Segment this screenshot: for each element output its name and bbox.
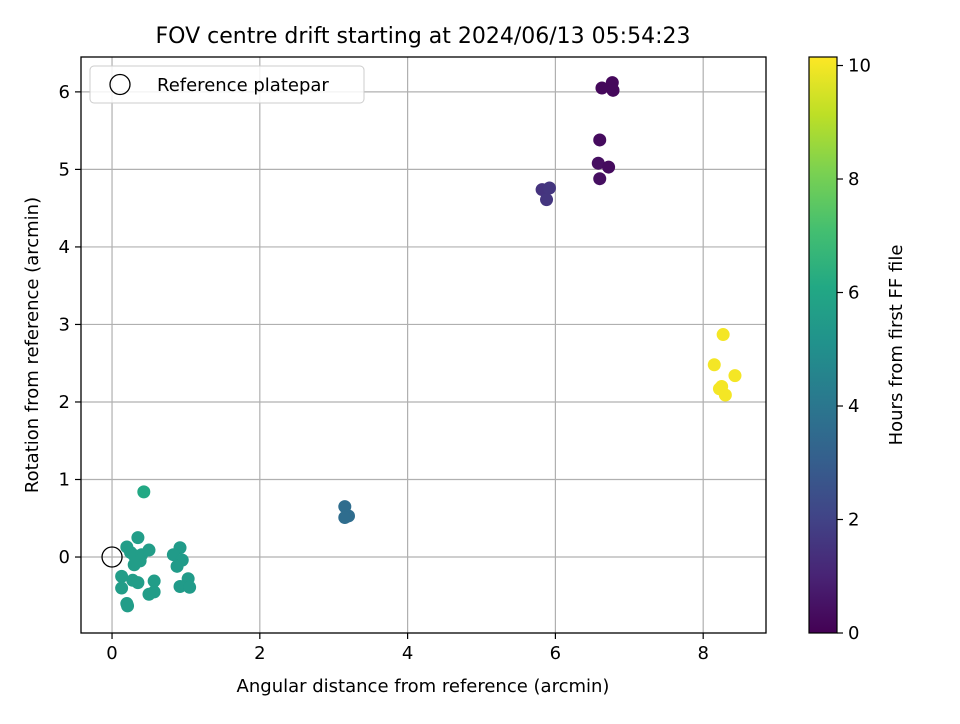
scatter-point xyxy=(707,358,721,372)
scatter-point xyxy=(595,81,609,95)
scatter-point xyxy=(137,485,151,499)
colorbar-gradient xyxy=(808,56,838,634)
ticks-layer: 0 2 4 6 8 0 1 2 3 4 5 6 xyxy=(59,82,709,664)
plot-frame xyxy=(80,56,767,634)
scatter-point xyxy=(591,156,605,170)
reference-platepar-marker xyxy=(101,546,123,568)
y-axis-label: Rotation from reference (arcmin) xyxy=(22,197,43,493)
scatter-point xyxy=(183,580,197,594)
scatter-point xyxy=(338,510,352,524)
colorbar-label: Hours from first FF file xyxy=(886,245,907,446)
colorbar-tick-label: 4 xyxy=(848,396,859,417)
legend: Reference platepar xyxy=(89,65,365,104)
scatter-point xyxy=(540,193,554,207)
colorbar-tick-label: 2 xyxy=(848,510,859,531)
legend-label-reference: Reference platepar xyxy=(157,75,329,96)
scatter-point xyxy=(115,569,129,583)
grid-layer xyxy=(81,57,766,633)
colorbar-tick-label: 8 xyxy=(848,169,859,190)
x-tick-label: 6 xyxy=(550,643,561,664)
scatter-point xyxy=(542,181,556,195)
scatter-point xyxy=(127,558,141,572)
scatter-point xyxy=(142,543,156,557)
scatter-point xyxy=(173,579,187,593)
scatter-point xyxy=(593,172,607,186)
y-tick-label: 5 xyxy=(59,159,70,180)
y-tick-label: 1 xyxy=(59,470,70,491)
y-tick-label: 4 xyxy=(59,237,70,258)
colorbar-tick-label: 10 xyxy=(848,56,871,77)
legend-box xyxy=(89,65,365,104)
scatter-point xyxy=(142,587,156,601)
x-tick-label: 2 xyxy=(254,643,265,664)
colorbar: 0 2 4 6 8 10 Hours from first FF file xyxy=(808,56,907,644)
scatter-point xyxy=(606,83,620,97)
colorbar-tick-label: 0 xyxy=(848,623,859,644)
points-layer xyxy=(115,76,742,613)
scatter-point xyxy=(147,574,161,588)
y-tick-label: 0 xyxy=(59,547,70,568)
scatter-point xyxy=(593,133,607,147)
x-tick-label: 0 xyxy=(106,643,117,664)
y-tick-label: 3 xyxy=(59,314,70,335)
legend-marker-reference xyxy=(109,73,131,96)
scatter-point xyxy=(170,559,184,573)
scatter-point xyxy=(115,581,129,595)
reference-layer xyxy=(101,546,123,568)
scatter-point xyxy=(131,531,145,545)
scatter-point xyxy=(131,576,145,590)
scatter-point xyxy=(728,369,742,383)
chart-title: FOV centre drift starting at 2024/06/13 … xyxy=(156,24,691,49)
colorbar-tick-label: 6 xyxy=(848,283,859,304)
y-tick-label: 2 xyxy=(59,392,70,413)
scatter-point xyxy=(718,388,732,402)
scatter-point xyxy=(602,160,616,174)
scatter-point xyxy=(121,599,135,613)
scatter-point xyxy=(716,328,730,342)
colorbar-ticks: 0 2 4 6 8 10 xyxy=(837,56,871,644)
x-tick-label: 8 xyxy=(697,643,708,664)
x-tick-label: 4 xyxy=(402,643,413,664)
x-axis-label: Angular distance from reference (arcmin) xyxy=(237,676,610,697)
y-tick-label: 6 xyxy=(59,82,70,103)
